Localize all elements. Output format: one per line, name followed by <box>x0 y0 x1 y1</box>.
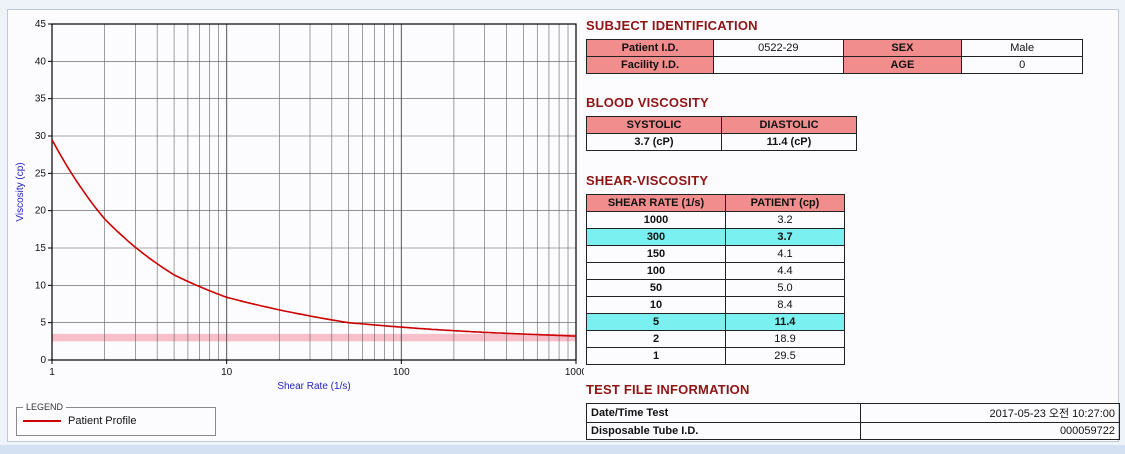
svg-text:0: 0 <box>40 355 46 366</box>
patient-value-cell: 11.4 <box>725 313 845 331</box>
systolic-value: 3.7 (cP) <box>586 133 722 151</box>
table-row: Patient I.D. 0522-29 SEX Male <box>585 39 1083 57</box>
date-time-test-value: 2017-05-23 오전 10:27:00 <box>860 403 1120 423</box>
shear-rate-cell: 2 <box>586 330 726 348</box>
table-row-highlighted: 5 11.4 <box>586 313 845 331</box>
svg-text:Viscosity (cp): Viscosity (cp) <box>15 162 26 221</box>
shear-rate-cell: 10 <box>586 296 726 314</box>
legend-item: Patient Profile <box>23 415 209 427</box>
blood-viscosity-title: BLOOD VISCOSITY <box>586 95 709 110</box>
sex-value: Male <box>961 39 1083 57</box>
patient-value-cell: 18.9 <box>725 330 845 348</box>
shear-rate-cell: 100 <box>586 262 726 280</box>
facility-id-value <box>713 56 844 74</box>
shear-rate-cell: 1000 <box>586 211 726 229</box>
svg-text:25: 25 <box>35 168 47 179</box>
legend: LEGEND Patient Profile <box>16 402 216 436</box>
patient-value-cell: 8.4 <box>725 296 845 314</box>
patient-cp-header: PATIENT (cp) <box>725 194 845 212</box>
facility-id-label: Facility I.D. <box>585 56 715 74</box>
svg-text:1000: 1000 <box>565 367 584 378</box>
test-file-information-title: TEST FILE INFORMATION <box>586 382 750 397</box>
diastolic-header: DIASTOLIC <box>721 116 857 134</box>
systolic-header: SYSTOLIC <box>586 116 722 134</box>
svg-text:1: 1 <box>49 367 55 378</box>
subject-identification-title: SUBJECT IDENTIFICATION <box>586 18 758 33</box>
subject-table: Patient I.D. 0522-29 SEX Male Facility I… <box>585 39 1083 74</box>
svg-text:100: 100 <box>393 367 410 378</box>
svg-text:15: 15 <box>35 243 47 254</box>
svg-text:40: 40 <box>35 56 47 67</box>
shear-rate-cell: 300 <box>586 228 726 246</box>
patient-id-label: Patient I.D. <box>585 39 715 57</box>
table-row: 150 4.1 <box>586 245 845 263</box>
patient-value-cell: 29.5 <box>725 347 845 365</box>
svg-text:5: 5 <box>40 318 46 329</box>
report-window: 0510152025303540451101001000Shear Rate (… <box>7 9 1120 442</box>
patient-value-cell: 3.7 <box>725 228 845 246</box>
patient-value-cell: 3.2 <box>725 211 845 229</box>
table-row: 1 29.5 <box>586 347 845 365</box>
svg-text:10: 10 <box>221 367 233 378</box>
legend-title: LEGEND <box>26 402 64 412</box>
shear-rate-cell: 1 <box>586 347 726 365</box>
svg-text:30: 30 <box>35 131 47 142</box>
table-row: SYSTOLIC DIASTOLIC <box>586 116 857 134</box>
table-row: 2 18.9 <box>586 330 845 348</box>
disposable-tube-id-label: Disposable Tube I.D. <box>586 422 861 440</box>
svg-text:Shear Rate (1/s): Shear Rate (1/s) <box>277 381 350 392</box>
patient-id-value: 0522-29 <box>713 39 844 57</box>
svg-text:35: 35 <box>35 94 47 105</box>
patient-value-cell: 4.1 <box>725 245 845 263</box>
svg-text:10: 10 <box>35 280 47 291</box>
shear-viscosity-table: SHEAR RATE (1/s) PATIENT (cp) 1000 3.2 3… <box>586 194 845 365</box>
table-row: 1000 3.2 <box>586 211 845 229</box>
age-value: 0 <box>961 56 1083 74</box>
table-row: 3.7 (cP) 11.4 (cP) <box>586 133 857 151</box>
table-row-highlighted: 300 3.7 <box>586 228 845 246</box>
viscosity-chart: 0 5 10 15 20 25 30 35 40 45 1 10 100 1000 Shear Rate (… <box>15 19 584 392</box>
disposable-tube-id-value: 000059722 <box>860 422 1120 440</box>
chart-panel: 0 5 10 15 20 25 30 35 40 45 1 10 100 1000 Shear Rate (… <box>12 12 592 440</box>
info-panel: SUBJECT IDENTIFICATION Patient I.D. 0522… <box>585 18 1124 440</box>
shear-rate-cell: 5 <box>586 313 726 331</box>
table-row: 50 5.0 <box>586 279 845 297</box>
sex-label: SEX <box>842 39 963 57</box>
table-row: Disposable Tube I.D. 000059722 <box>586 422 1120 440</box>
legend-line-sample <box>23 420 61 422</box>
shear-rate-header: SHEAR RATE (1/s) <box>586 194 726 212</box>
table-row: Date/Time Test 2017-05-23 오전 10:27:00 <box>586 403 1120 423</box>
shear-viscosity-title: SHEAR-VISCOSITY <box>586 173 709 188</box>
table-header-row: SHEAR RATE (1/s) PATIENT (cp) <box>586 194 845 212</box>
table-row: 100 4.4 <box>586 262 845 280</box>
test-file-table: Date/Time Test 2017-05-23 오전 10:27:00 Di… <box>586 403 1120 440</box>
blood-viscosity-table: SYSTOLIC DIASTOLIC 3.7 (cP) 11.4 (cP) <box>586 116 857 151</box>
patient-value-cell: 4.4 <box>725 262 845 280</box>
svg-text:45: 45 <box>35 19 47 30</box>
window-bottom-strip <box>0 445 1125 454</box>
diastolic-value: 11.4 (cP) <box>721 133 857 151</box>
svg-text:20: 20 <box>35 206 47 217</box>
shear-rate-cell: 50 <box>586 279 726 297</box>
table-row: 10 8.4 <box>586 296 845 314</box>
patient-value-cell: 5.0 <box>725 279 845 297</box>
date-time-test-label: Date/Time Test <box>586 403 861 423</box>
legend-label: Patient Profile <box>68 415 137 427</box>
table-row: Facility I.D. AGE 0 <box>585 56 1083 74</box>
shear-rate-cell: 150 <box>586 245 726 263</box>
age-label: AGE <box>842 56 963 74</box>
